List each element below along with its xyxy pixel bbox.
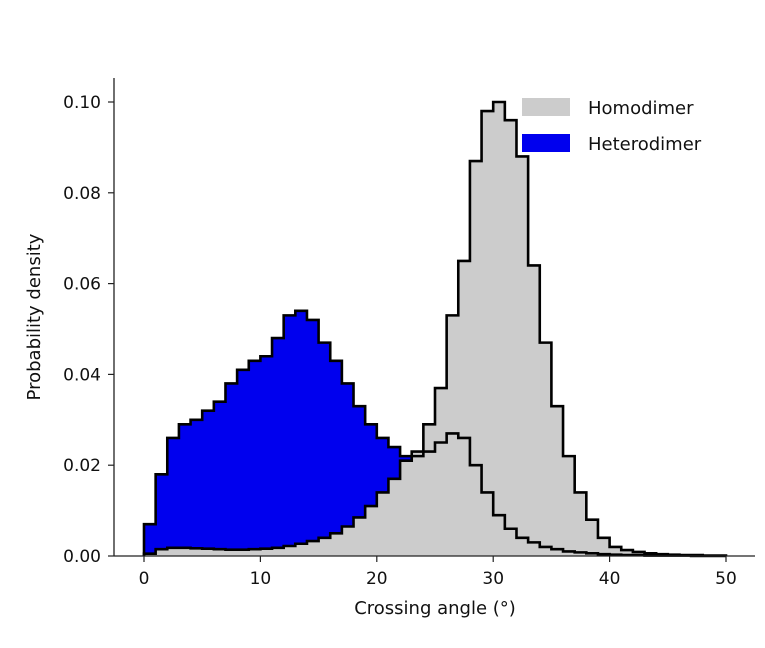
series-fill-homodimer	[144, 102, 726, 556]
y-tick-label: 0.00	[63, 547, 101, 567]
x-tick-label: 20	[366, 569, 388, 589]
x-axis-title: Crossing angle (°)	[354, 598, 516, 619]
series-outline-heterodimer	[142, 309, 726, 558]
x-tick-label: 40	[599, 569, 621, 589]
x-tick-label: 30	[482, 569, 504, 589]
legend-swatch-heterodimer	[522, 134, 570, 152]
series-fill-heterodimer	[144, 310, 726, 556]
x-tick-label: 0	[139, 569, 150, 589]
y-tick-label: 0.10	[63, 93, 101, 113]
y-tick-label: 0.02	[63, 456, 101, 476]
series-outline-homodimer	[142, 100, 728, 557]
legend-swatch-homodimer	[522, 98, 570, 116]
plot-area	[142, 100, 728, 558]
legend-label-homodimer: Homodimer	[588, 98, 694, 119]
y-tick-label: 0.06	[63, 275, 101, 295]
y-tick-label: 0.08	[63, 184, 101, 204]
legend-label-heterodimer: Heterodimer	[588, 134, 702, 155]
y-axis-title: Probability density	[24, 233, 45, 400]
x-tick-label: 10	[250, 569, 272, 589]
x-tick-label: 50	[715, 569, 737, 589]
legend: Homodimer Heterodimer	[522, 98, 702, 155]
y-tick-label: 0.04	[63, 365, 101, 385]
axis-ticks: 0 10 20 30 40 50 0.00 0.02 0.04 0.06 0.08 0.10	[63, 93, 737, 589]
